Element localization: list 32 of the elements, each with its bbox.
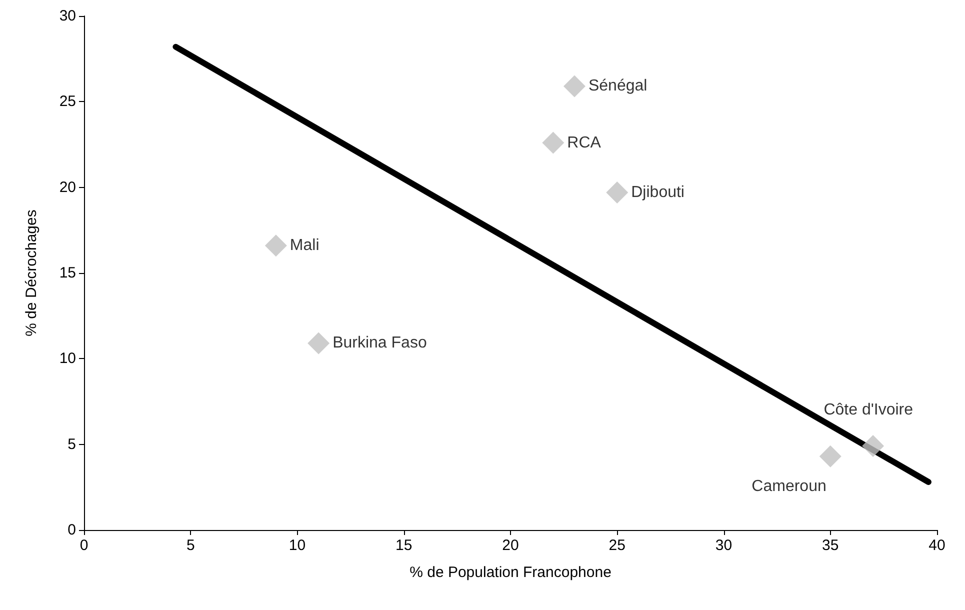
point bbox=[819, 445, 842, 468]
y-axis-title: % de Décrochages bbox=[23, 210, 40, 336]
x-tick-label: 10 bbox=[288, 537, 306, 554]
x-tick-label: 0 bbox=[80, 537, 88, 554]
x-tick-label: 25 bbox=[608, 537, 626, 554]
annotation: Côte d'Ivoire bbox=[824, 402, 914, 419]
y-tick-label: 10 bbox=[59, 350, 76, 368]
point bbox=[308, 332, 330, 354]
annotation: Mali bbox=[290, 237, 320, 254]
x-tick-label: 30 bbox=[715, 537, 732, 554]
point bbox=[606, 181, 628, 204]
y-tick-label: 25 bbox=[59, 93, 76, 110]
x-tick-label: 15 bbox=[396, 537, 412, 554]
point bbox=[264, 234, 287, 257]
annotation: Cameroun bbox=[752, 478, 826, 495]
point bbox=[563, 75, 586, 98]
y-tick-label: 20 bbox=[59, 178, 76, 196]
y-tick-label: 30 bbox=[59, 8, 76, 24]
annotation: Sénégal bbox=[588, 78, 648, 95]
y-tick-label: 15 bbox=[59, 264, 76, 282]
annotation: Burkina Faso bbox=[332, 334, 427, 352]
x-tick-label: 35 bbox=[822, 537, 839, 554]
point bbox=[862, 435, 884, 458]
point bbox=[542, 132, 564, 154]
annotation: RCA bbox=[567, 134, 602, 152]
y-tick-label: 0 bbox=[68, 522, 76, 538]
x-tick-label: 40 bbox=[928, 537, 946, 554]
x-tick-label: 20 bbox=[502, 537, 519, 554]
x-axis-title: % de Population Francophone bbox=[410, 564, 612, 581]
x-tick-label: 5 bbox=[186, 537, 195, 554]
y-tick-label: 5 bbox=[68, 436, 76, 453]
annotation: Djibouti bbox=[631, 184, 684, 201]
